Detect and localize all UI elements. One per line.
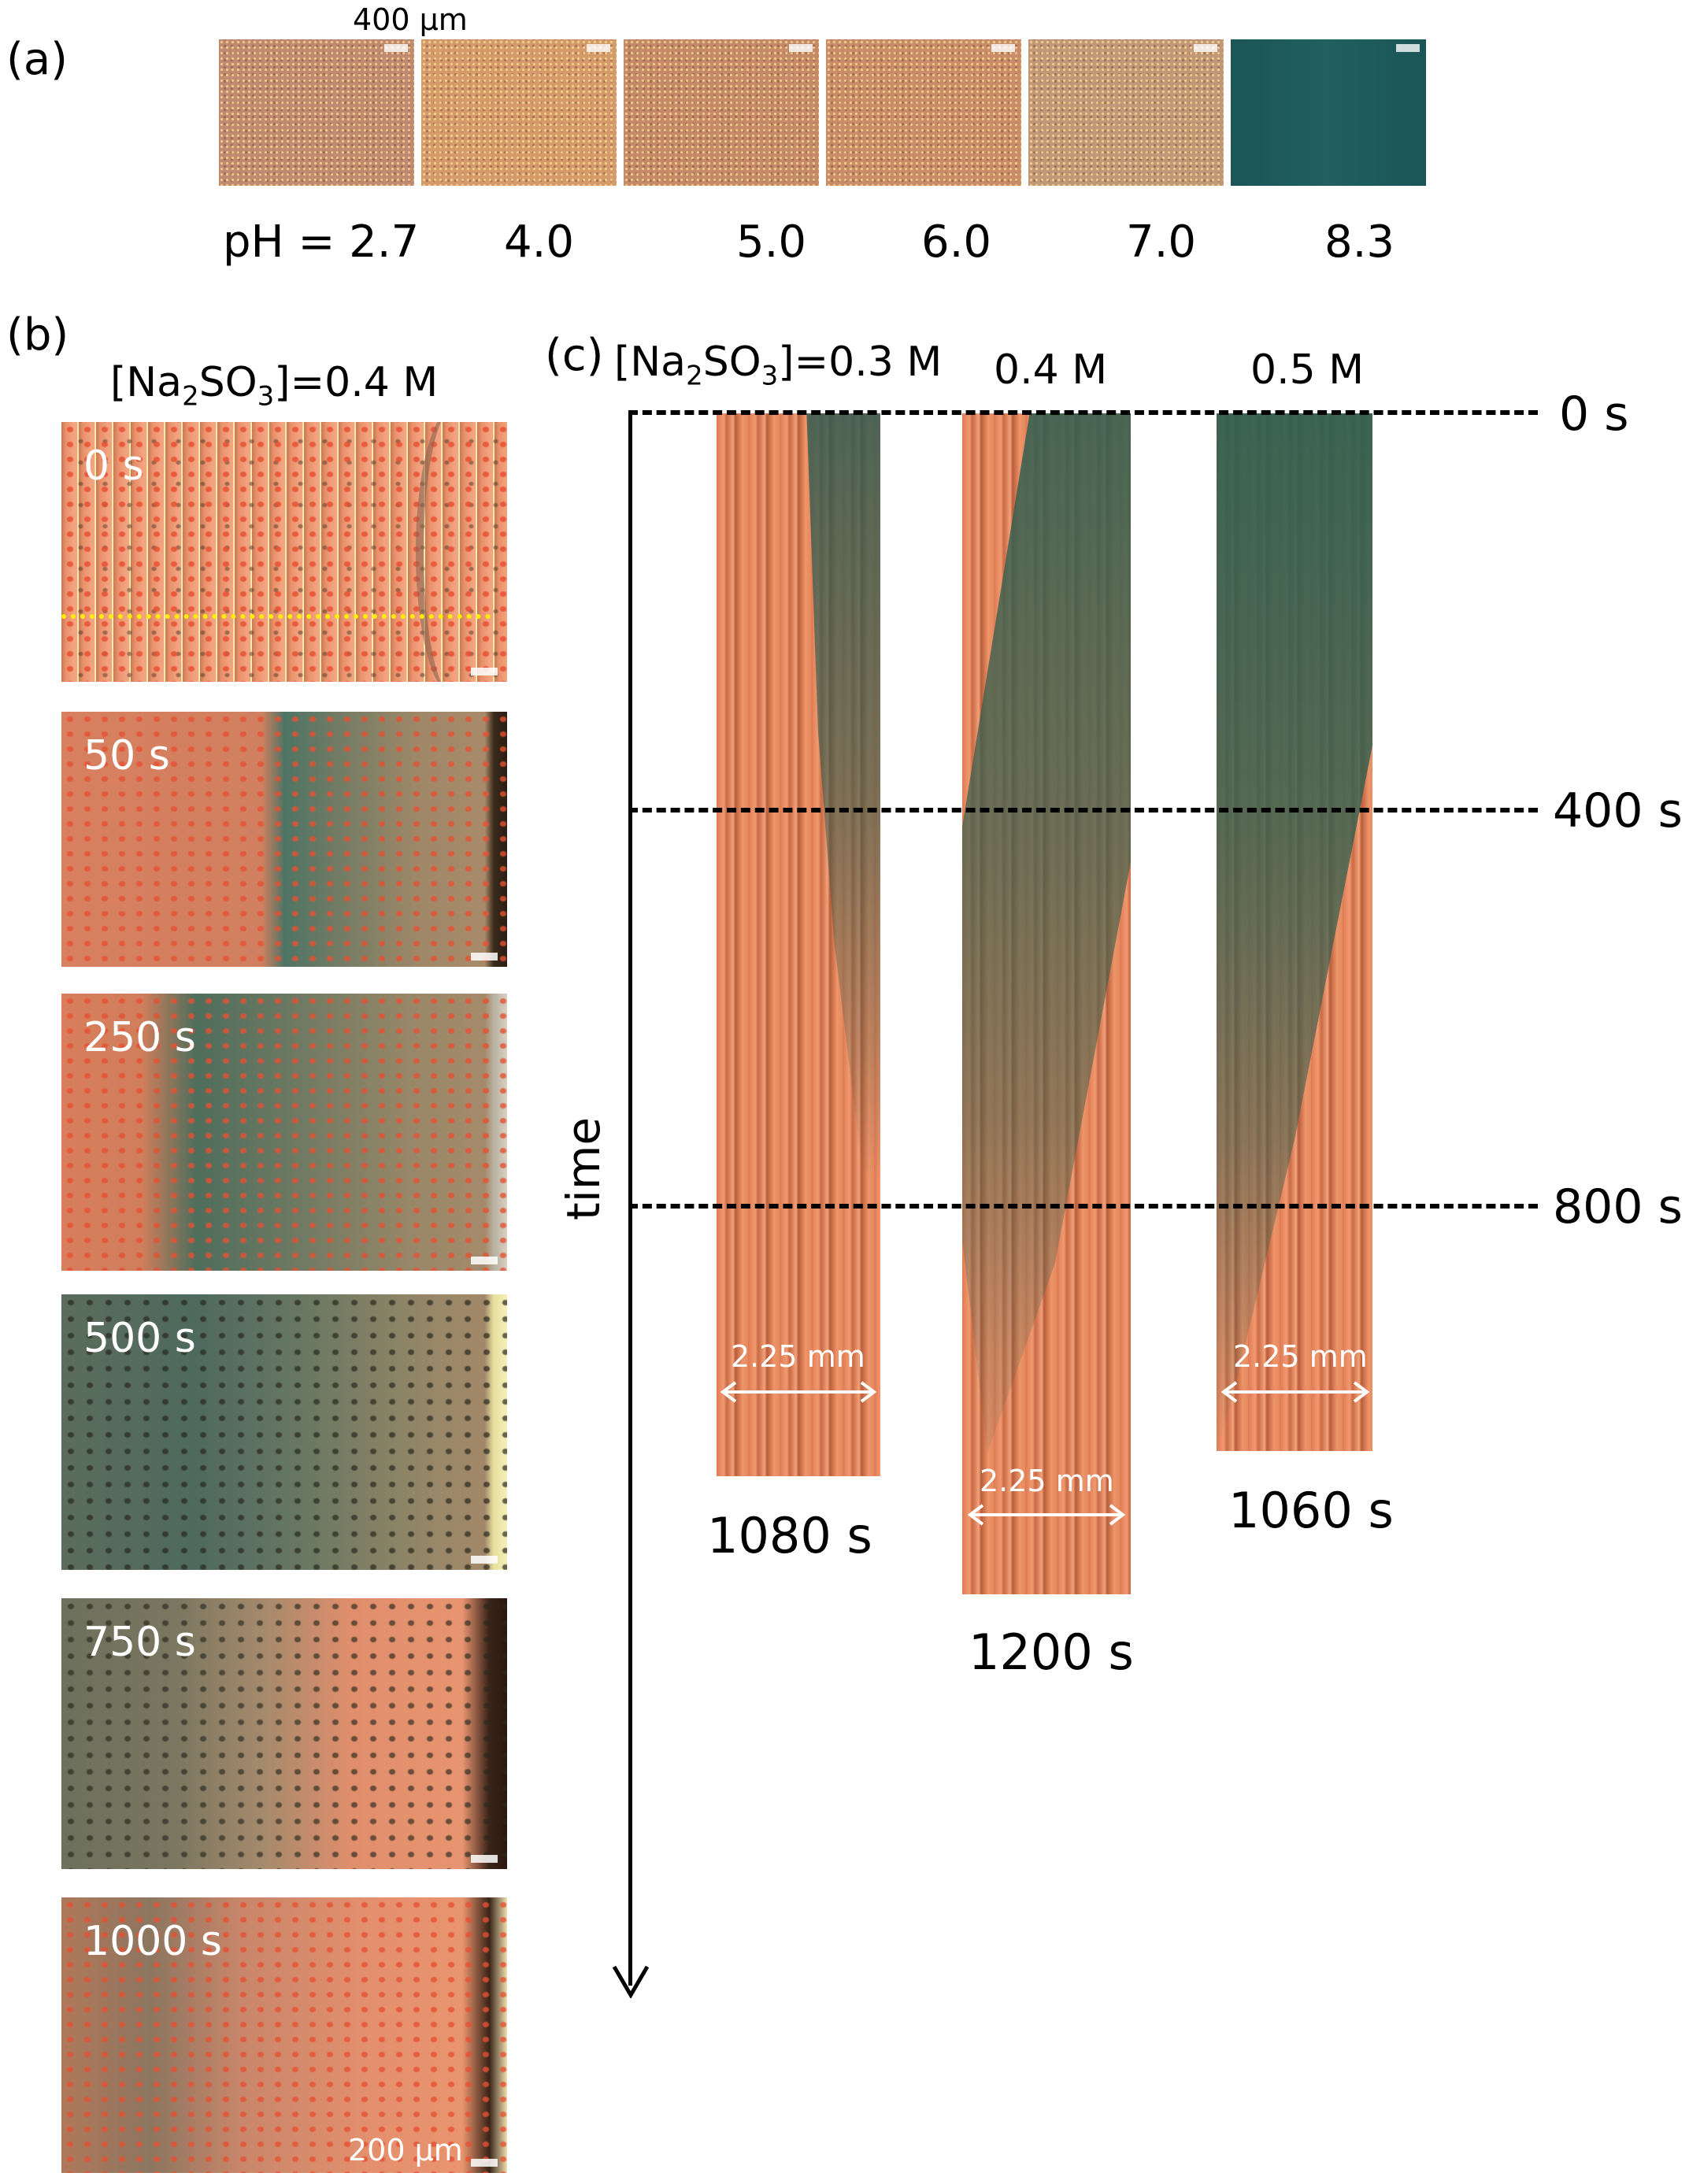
width-arrow-0-5M [1220, 1381, 1370, 1403]
ph-tile-8-3 [1231, 39, 1426, 186]
ph-tile-7-0 [1028, 39, 1224, 186]
time-axis-line [628, 411, 632, 1986]
frame-time-label: 1000 s [83, 1918, 222, 1965]
kymograph-0-4M [962, 413, 1131, 1594]
width-arrow-0-3M [720, 1381, 877, 1403]
panel-c-label: (c) [545, 330, 604, 381]
frame-1000s: 1000 s 200 μm [61, 1897, 507, 2173]
panel-b-label: (b) [6, 309, 69, 361]
frame-time-label: 50 s [83, 732, 170, 779]
width-label-0-5M: 2.25 mm [1233, 1339, 1368, 1374]
end-time-0-5M: 1060 s [1228, 1482, 1394, 1539]
time-axis-arrowhead [612, 1965, 650, 1998]
frame-time-label: 500 s [83, 1315, 196, 1362]
frame-500s: 500 s [61, 1294, 507, 1570]
kymograph-0-5M [1217, 413, 1372, 1451]
ph-tile-5-0 [624, 39, 819, 186]
panel-b-concentration: [Na2SO3]=0.4 M [110, 359, 439, 413]
profile-line [61, 614, 491, 619]
time-tick-800s: 800 s [1553, 1179, 1683, 1235]
ph-label-7-0: 7.0 [1126, 217, 1197, 268]
frame-time-label: 250 s [83, 1014, 196, 1061]
ph-label-5-0: 5.0 [736, 217, 807, 268]
width-label-0-3M: 2.25 mm [731, 1339, 865, 1374]
frame-time-label: 0 s [83, 442, 144, 490]
kymograph-0-3M [717, 413, 880, 1476]
column-label-0-4: 0.4 M [994, 346, 1108, 394]
ph-tile-6-0 [826, 39, 1021, 186]
ph-label-2-7: pH = 2.7 [223, 217, 420, 268]
time-marker-400s [628, 808, 1538, 813]
time-tick-0s: 0 s [1559, 387, 1629, 442]
time-marker-800s [628, 1204, 1538, 1209]
width-arrow-0-4M [967, 1504, 1126, 1526]
end-time-0-3M: 1080 s [707, 1507, 872, 1564]
ph-tile-2-7 [219, 39, 414, 186]
panel-b-scale-label: 200 μm [348, 2133, 463, 2167]
frame-0s: 0 s [61, 422, 507, 682]
ph-tile-4-0 [421, 39, 617, 186]
frame-time-label: 750 s [83, 1619, 196, 1666]
panel-a-scale-label: 400 μm [353, 2, 468, 37]
time-axis-label: time [557, 1116, 610, 1220]
frame-50s: 50 s [61, 712, 507, 967]
ph-label-8-3: 8.3 [1324, 217, 1395, 268]
panel-c-concentration-0-3: [Na2SO3]=0.3 M [614, 339, 943, 392]
end-time-0-4M: 1200 s [969, 1623, 1134, 1681]
panel-a-label: (a) [6, 34, 69, 85]
ph-label-6-0: 6.0 [921, 217, 992, 268]
column-label-0-5: 0.5 M [1250, 346, 1365, 394]
frame-750s: 750 s [61, 1598, 507, 1869]
time-marker-0s [628, 410, 1538, 415]
frame-250s: 250 s [61, 994, 507, 1271]
ph-label-4-0: 4.0 [504, 217, 575, 268]
width-label-0-4M: 2.25 mm [980, 1464, 1114, 1498]
time-axis-label-wrap: time [557, 1110, 610, 1236]
time-tick-400s: 400 s [1553, 783, 1683, 838]
